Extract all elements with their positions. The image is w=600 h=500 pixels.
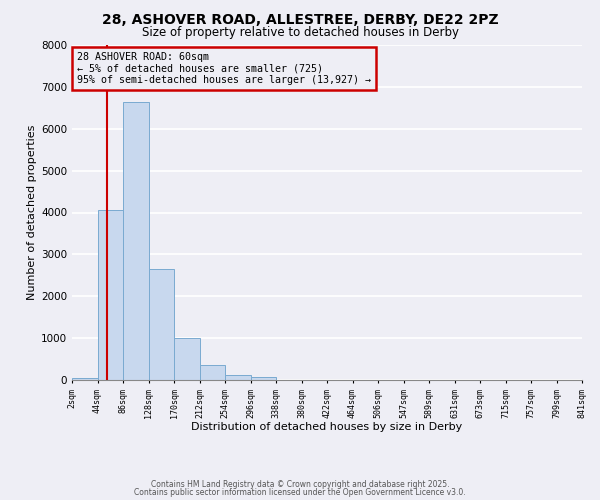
- Text: Contains HM Land Registry data © Crown copyright and database right 2025.: Contains HM Land Registry data © Crown c…: [151, 480, 449, 489]
- Bar: [149, 269, 174, 380]
- Bar: [251, 378, 276, 380]
- Y-axis label: Number of detached properties: Number of detached properties: [27, 125, 37, 300]
- Text: Contains public sector information licensed under the Open Government Licence v3: Contains public sector information licen…: [134, 488, 466, 497]
- Text: Size of property relative to detached houses in Derby: Size of property relative to detached ho…: [142, 26, 458, 39]
- Text: 28 ASHOVER ROAD: 60sqm
← 5% of detached houses are smaller (725)
95% of semi-det: 28 ASHOVER ROAD: 60sqm ← 5% of detached …: [77, 52, 371, 85]
- Bar: [123, 102, 149, 380]
- Bar: [225, 375, 251, 380]
- Bar: [97, 210, 123, 380]
- X-axis label: Distribution of detached houses by size in Derby: Distribution of detached houses by size …: [191, 422, 463, 432]
- Bar: [174, 338, 199, 380]
- Bar: [199, 366, 225, 380]
- Text: 28, ASHOVER ROAD, ALLESTREE, DERBY, DE22 2PZ: 28, ASHOVER ROAD, ALLESTREE, DERBY, DE22…: [101, 12, 499, 26]
- Bar: [72, 378, 97, 380]
